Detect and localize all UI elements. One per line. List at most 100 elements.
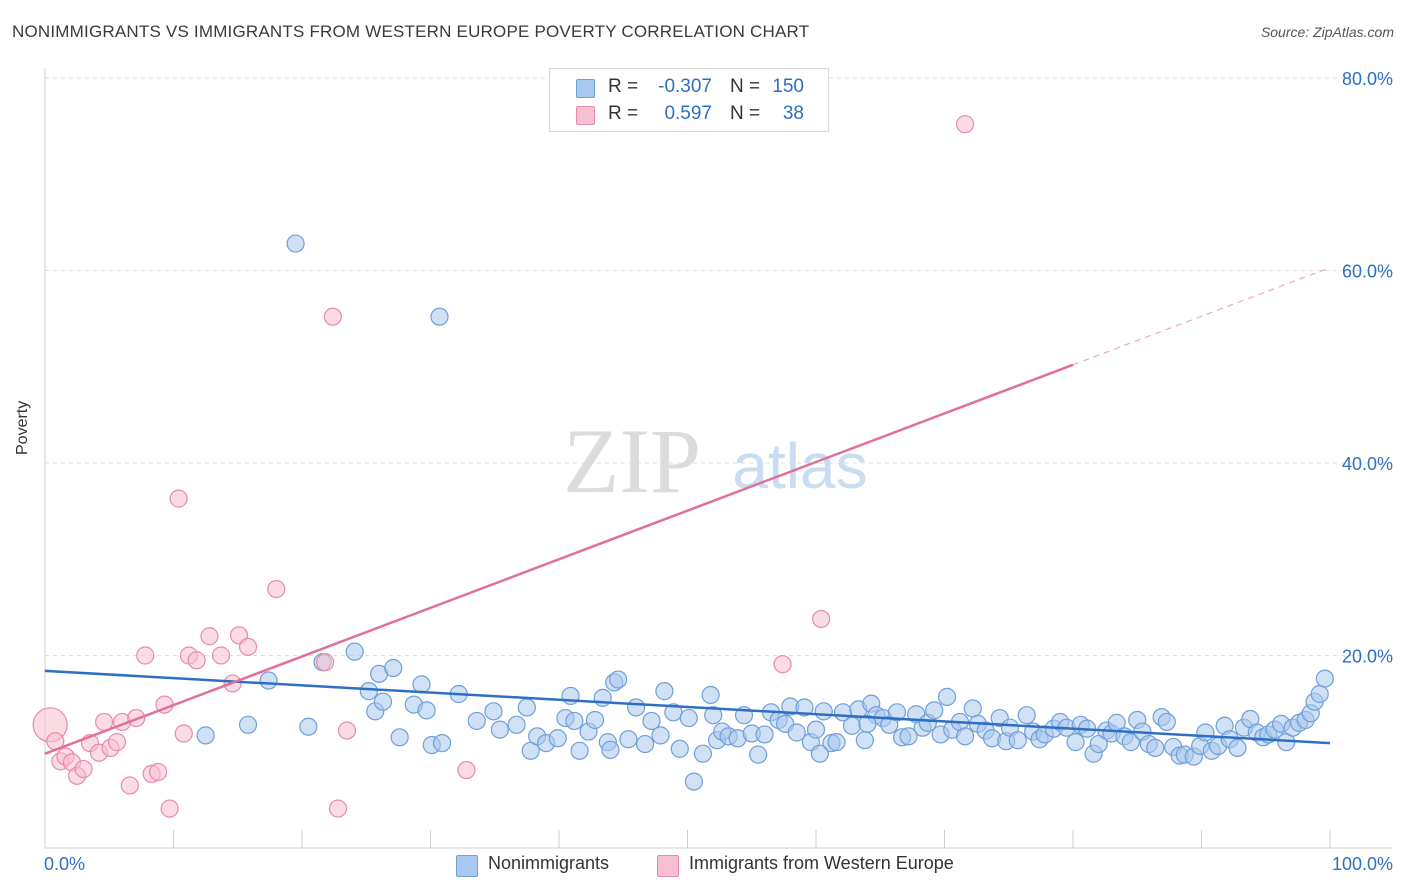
- n-label: N =: [730, 76, 761, 97]
- nonimmigrant-point: [373, 692, 393, 711]
- immigrant-point: [174, 724, 193, 743]
- nonimmigrant-point: [467, 711, 486, 731]
- nonimmigrant-point: [899, 727, 918, 746]
- immigrant-point: [812, 609, 831, 629]
- watermark-zip: ZIP: [563, 410, 701, 512]
- nonimmigrant-point: [810, 744, 829, 763]
- nonimmigrant-point: [1121, 733, 1140, 752]
- nonimmigrant-point: [1228, 738, 1247, 758]
- immigrant-point: [211, 646, 231, 665]
- nonimmigrant-point: [955, 727, 975, 746]
- n-value: 38: [782, 103, 804, 124]
- nonimmigrant-trendline: [44, 669, 1331, 745]
- nonimmigrant-point: [814, 702, 833, 721]
- r-label: R =: [608, 76, 639, 97]
- nonimmigrant-point: [548, 729, 567, 748]
- watermark-atlas: atlas: [732, 430, 867, 502]
- stat-row-nonimmigrants: R = -0.307 N = 150: [550, 74, 828, 100]
- labels-layer: 20.0% 40.0% 60.0% 80.0% 0.0% 100.0%: [44, 69, 1393, 874]
- y-tick-label: 20.0%: [1342, 647, 1393, 667]
- immigrant-point: [323, 307, 342, 326]
- nonimmigrant-point: [507, 715, 526, 734]
- nonimmigrant-point: [1196, 723, 1215, 742]
- nonimmigrant-point: [1146, 738, 1165, 758]
- nonimmigrant-point: [238, 715, 258, 734]
- nonimmigrant-point: [1157, 712, 1176, 732]
- nonimmigrant-point: [887, 703, 907, 722]
- immigrant-trendline-extension: [1072, 267, 1331, 366]
- nonimmigrant-point: [755, 725, 774, 744]
- nonimmigrant-point: [827, 733, 846, 752]
- stat-row-immigrants: R = 0.597 N = 38: [550, 101, 828, 127]
- legend-swatch-pink: [657, 855, 679, 877]
- nonimmigrant-point: [925, 701, 944, 720]
- x-tick-label: 100.0%: [1332, 854, 1393, 874]
- nonimmigrant-point: [795, 698, 814, 717]
- nonimmigrant-point: [1315, 669, 1334, 688]
- immigrant-point: [267, 579, 286, 599]
- immigrant-point: [169, 489, 188, 508]
- nonimmigrant-point: [749, 745, 768, 764]
- immigrant-point: [337, 721, 357, 740]
- nonimmigrant-point: [806, 720, 826, 739]
- nonimmigrant-point: [601, 740, 620, 759]
- r-label: R =: [608, 103, 639, 124]
- nonimmigrant-point: [1310, 684, 1329, 704]
- nonimmigrant-point: [390, 728, 409, 747]
- nonimmigrant-point: [490, 720, 509, 739]
- correlation-stats-box: R = -0.307 N = 150 R = 0.597 N = 38: [549, 68, 829, 132]
- nonimmigrant-point: [609, 670, 628, 689]
- immigrant-point: [74, 759, 93, 779]
- nonimmigrant-point: [787, 723, 806, 742]
- r-value: -0.307: [658, 76, 712, 97]
- nonimmigrant-point: [858, 714, 877, 733]
- legend-label: Immigrants from Western Europe: [689, 853, 954, 873]
- y-axis-title: Poverty: [14, 400, 31, 455]
- nonimmigrant-point: [1008, 731, 1027, 750]
- nonimmigrant-point: [345, 642, 364, 661]
- nonimmigrant-point: [1066, 733, 1085, 752]
- n-label: N =: [730, 103, 761, 124]
- nonimmigrant-point: [430, 307, 449, 326]
- nonimmigrant-point: [963, 699, 982, 718]
- nonimmigrant-point: [684, 772, 704, 791]
- trend-layer: [44, 267, 1331, 755]
- nonimmigrant-point: [565, 711, 584, 731]
- nonimmigrant-point: [1017, 706, 1036, 725]
- y-tick-label: 60.0%: [1342, 262, 1393, 282]
- nonimmigrant-point: [484, 702, 503, 721]
- nonimmigrant-point: [570, 741, 589, 760]
- stat-swatch-blue: [576, 79, 595, 98]
- immigrant-trendline: [44, 363, 1074, 755]
- nonimmigrant-point: [286, 234, 305, 253]
- nonimmigrant-point: [412, 675, 431, 694]
- legend-swatch-blue: [456, 855, 478, 877]
- source-label: Source: ZipAtlas.com: [1260, 24, 1394, 40]
- nonimmigrant-point: [855, 731, 874, 750]
- nonimmigrant-point: [196, 726, 215, 745]
- y-tick-label: 80.0%: [1342, 69, 1393, 89]
- nonimmigrant-point: [679, 708, 698, 728]
- nonimmigrant-point: [651, 726, 670, 745]
- immigrant-point: [457, 760, 476, 780]
- immigrant-point: [160, 799, 179, 818]
- nonimmigrant-point: [517, 698, 536, 717]
- immigrant-point: [328, 799, 348, 818]
- nonimmigrant-point: [842, 716, 862, 735]
- nonimmigrant-point: [670, 739, 689, 758]
- nonimmigrant-point: [417, 701, 436, 720]
- immigrant-point: [187, 651, 206, 670]
- immigrant-point: [148, 762, 168, 782]
- x-tick-label: 0.0%: [44, 854, 85, 874]
- immigrant-point: [200, 627, 219, 646]
- n-value: 150: [772, 76, 804, 97]
- nonimmigrant-point: [701, 685, 720, 705]
- immigrant-point: [955, 115, 975, 134]
- immigrant-point: [316, 653, 335, 672]
- r-value: 0.597: [664, 103, 712, 124]
- nonimmigrant-point: [585, 710, 605, 730]
- nonimmigrant-point: [704, 706, 723, 725]
- nonimmigrant-point: [432, 733, 452, 753]
- immigrant-point: [773, 655, 792, 674]
